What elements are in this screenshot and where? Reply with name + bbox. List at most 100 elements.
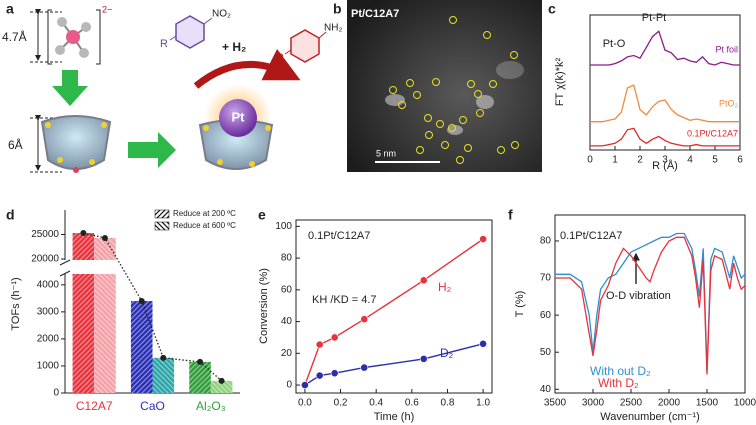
marker (419, 276, 428, 285)
panel-label: a (6, 1, 14, 17)
y-tick-label: 80 (281, 253, 293, 264)
y-axis-label: FT χ(k)*k² (554, 57, 566, 106)
legend-label: Reduce at 600 ºC (173, 221, 236, 230)
point (218, 377, 225, 384)
arrow (128, 132, 176, 168)
bright-regions (385, 61, 524, 135)
panel-label: b (333, 1, 342, 17)
scale-label: 5 nm (376, 148, 396, 158)
bar (94, 274, 116, 393)
legend-label: Reduce at 200 ºC (173, 209, 236, 218)
dimension-label: 4.7Å (2, 29, 27, 44)
sample-label: Pt/C12A7 (351, 8, 399, 20)
legend-label: 0.1Pt/C12A7 (687, 128, 738, 138)
point (197, 358, 204, 365)
dimension-label: 6Å (8, 137, 23, 152)
legend-label: D₂ (440, 346, 454, 360)
x-tick-label: CaO (140, 399, 165, 413)
substituent: R (276, 52, 284, 64)
pt-particle (219, 99, 257, 137)
legend-swatch (154, 209, 170, 219)
x-tick-label: 1000 (734, 398, 756, 409)
plot-frame (295, 219, 493, 394)
x-tick-label: 2500 (620, 398, 643, 409)
legend-label: H₂ (438, 280, 452, 294)
series-line (555, 236, 746, 375)
y-axis-label: T (%) (514, 291, 526, 318)
marker (301, 381, 309, 389)
x-axis-label: Time (h) (374, 411, 415, 423)
marker (479, 339, 487, 348)
point (160, 354, 167, 361)
bond (169, 35, 177, 41)
y-tick-label: 20000 (31, 254, 59, 265)
y-tick-label: 0 (286, 380, 292, 391)
x-tick-label: Al₂O₃ (196, 399, 226, 413)
reagent: + H₂ (222, 40, 246, 54)
y-tick-label: 60 (281, 284, 293, 295)
stem-image (347, 0, 542, 172)
panel-label: e (258, 207, 266, 223)
marker (315, 371, 324, 380)
cage (40, 115, 112, 170)
marker (360, 315, 369, 324)
annotation: O-D vibration (606, 290, 671, 302)
molecule (55, 17, 91, 58)
x-tick-label: 2000 (658, 398, 681, 409)
x-tick-label: 2 (637, 155, 643, 166)
y-tick-label: 1000 (37, 361, 60, 372)
x-tick-label: 5 (712, 155, 718, 166)
series-line (555, 232, 746, 371)
charge: 2− (102, 4, 112, 14)
x-tick-label: 0.8 (441, 398, 455, 409)
legend-swatch (154, 221, 170, 231)
x-tick-label: C12A7 (76, 399, 113, 413)
bar (130, 301, 153, 393)
marker (330, 369, 339, 378)
benzene-ring (175, 15, 205, 49)
benzene-ring (290, 29, 320, 63)
legend-label: With D₂ (598, 376, 639, 390)
annotation: Pt-O (603, 38, 626, 50)
x-tick-label: 3000 (582, 398, 605, 409)
marker (330, 333, 339, 342)
legend-label: Pt foil (715, 44, 738, 54)
x-tick-label: 1500 (696, 398, 719, 409)
y-tick-label: 0 (53, 388, 59, 399)
y-tick-label: 40 (540, 384, 552, 395)
series-line (304, 343, 484, 386)
y-tick-label: 100 (275, 221, 292, 232)
annotation: 0.1Pt/C12A7 (560, 230, 622, 242)
y-tick-label: 20 (281, 348, 293, 359)
y-tick-label: 2000 (37, 334, 60, 345)
y-tick-label: 70 (540, 273, 552, 284)
panel-label: f (508, 207, 513, 223)
point (80, 230, 87, 237)
point (101, 234, 108, 241)
x-tick-label: 0.6 (405, 398, 419, 409)
bond (203, 17, 213, 25)
group: NO₂ (212, 9, 231, 20)
bar (72, 233, 95, 260)
y-tick-label: 60 (540, 310, 552, 321)
x-tick-label: 0.4 (369, 398, 383, 409)
marker (360, 363, 369, 372)
cage-atoms (45, 122, 107, 173)
panel-b: b Pt/C12A7 5 nm (333, 0, 542, 172)
substituent: R (160, 38, 168, 50)
marker (479, 235, 487, 243)
panel-label: c (548, 1, 556, 17)
series-line (590, 84, 740, 123)
x-tick-label: 3500 (544, 398, 567, 409)
x-axis-label: Wavenumber (cm⁻¹) (600, 411, 700, 423)
x-tick-label: 0.0 (298, 398, 312, 409)
arrow (52, 70, 88, 106)
cage-atoms (203, 125, 271, 167)
annotation: Pt-Pt (642, 12, 666, 24)
bar (94, 237, 116, 260)
bond (318, 31, 327, 39)
legend-label: PtO₂ (719, 98, 739, 108)
bar (210, 380, 233, 393)
x-tick-label: 4 (687, 155, 693, 166)
bar (189, 361, 211, 393)
